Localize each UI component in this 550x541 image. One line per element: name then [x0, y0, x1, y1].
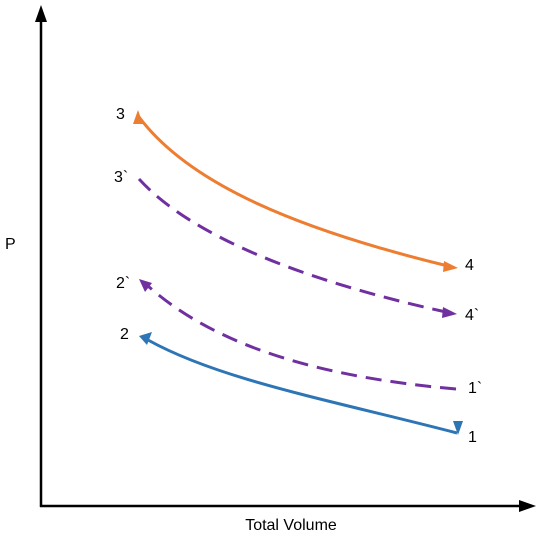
point-label-3b: 3` [114, 169, 128, 186]
compression-curve-1-to-2 [147, 338, 458, 435]
point-label-1b: 1` [468, 380, 482, 397]
point-label-2: 2 [120, 326, 129, 343]
point-label-4b: 4` [465, 307, 479, 324]
point-label-1: 1 [468, 429, 477, 446]
y-axis-arrowhead [35, 5, 47, 22]
point-label-4: 4 [465, 257, 474, 274]
dashed-curve-1b-to-2b [147, 284, 457, 391]
arrow-at-2b [139, 279, 152, 292]
y-axis-label: P [5, 236, 16, 253]
point-label-3: 3 [116, 106, 125, 123]
arrow-at-1 [453, 421, 463, 435]
point-label-2b: 2` [116, 275, 130, 292]
arrow-at-2 [139, 332, 152, 345]
expansion-curve-3-to-4 [137, 116, 449, 268]
arrow-at-4 [443, 261, 458, 272]
x-axis-arrowhead [519, 500, 536, 512]
dashed-curve-3b-to-4b [137, 177, 447, 314]
arrow-at-4b [442, 307, 457, 318]
axes [35, 5, 536, 512]
x-axis-label: Total Volume [245, 517, 337, 534]
